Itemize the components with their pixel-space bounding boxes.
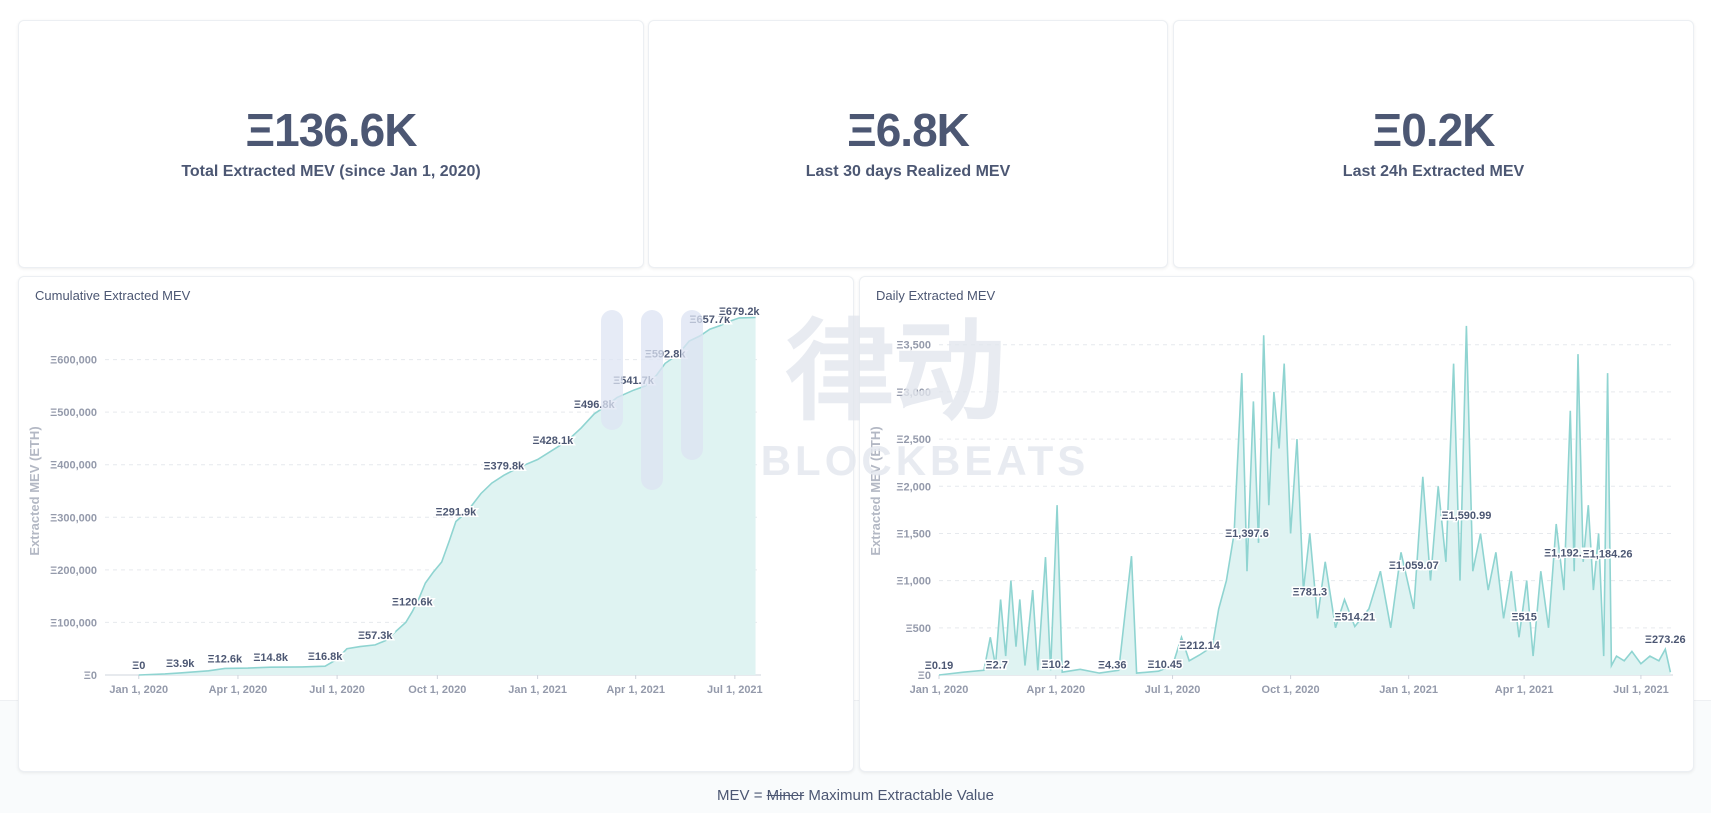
stat-value: Ξ0.2K [1372, 104, 1496, 156]
y-tick-label: Ξ100,000 [50, 617, 97, 629]
y-tick-label: Ξ1,500 [896, 528, 931, 540]
series-line [938, 325, 1672, 676]
stat-label: Last 24h Extracted MEV [1342, 163, 1525, 180]
data-label: Ξ515 [1511, 611, 1536, 623]
x-tick-label: Jul 1, 2020 [1145, 684, 1201, 696]
x-tick-label: Jul 1, 2021 [1613, 684, 1669, 696]
x-tick-label: Apr 1, 2020 [1026, 684, 1085, 696]
data-label: Ξ781.3 [1293, 586, 1328, 598]
data-label: Ξ0 [132, 660, 145, 672]
y-tick-label: Ξ500 [906, 623, 931, 635]
chart-card-cumulative[interactable]: Cumulative Extracted MEV Ξ0 Ξ100,000 Ξ200,… [18, 276, 854, 772]
y-tick-label: Ξ0 [84, 670, 97, 682]
data-label: Ξ212.14 [1179, 640, 1221, 652]
x-tick-label: Apr 1, 2021 [606, 684, 665, 696]
data-label: Ξ3.9k [166, 658, 195, 670]
data-label: Ξ541.7k [613, 375, 655, 387]
series-area [138, 317, 756, 675]
x-tick-label: Apr 1, 2021 [1495, 684, 1554, 696]
data-label: Ξ1,397.6 [1225, 528, 1269, 540]
data-label: Ξ4.36 [1098, 660, 1127, 672]
footer-struck-word: Miner [766, 787, 805, 804]
x-tick-label: Jul 1, 2020 [309, 684, 365, 696]
stat-label: Total Extracted MEV (since Jan 1, 2020) [181, 163, 481, 180]
y-tick-label: Ξ2,500 [896, 434, 931, 446]
data-label: Ξ514.21 [1334, 611, 1375, 623]
y-tick-label: Ξ500,000 [50, 407, 97, 419]
footer-prefix: MEV = [717, 787, 767, 804]
series-line [138, 316, 756, 676]
x-tick-label: Jul 1, 2021 [707, 684, 763, 696]
data-label: Ξ592.8k [645, 348, 687, 360]
data-label: Ξ14.8k [253, 652, 288, 664]
data-label: Ξ0.19 [925, 660, 954, 672]
data-label: Ξ2.7 [986, 660, 1008, 672]
y-tick-label: Ξ2,000 [896, 481, 931, 493]
stat-card-total-mev[interactable]: Ξ136.6K Total Extracted MEV (since Jan 1… [18, 20, 644, 268]
stat-label: Last 30 days Realized MEV [805, 163, 1011, 180]
y-tick-label: Ξ0 [918, 670, 931, 682]
data-label: Ξ273.26 [1645, 634, 1686, 646]
data-label: Ξ12.6k [208, 653, 243, 665]
daily-mev-chart: Ξ0 Ξ500 Ξ1,000 Ξ1,500 Ξ2,000 Ξ2,500 Ξ3,000 Ξ3,5… [868, 325, 1687, 696]
data-label: Ξ57.3k [358, 630, 393, 642]
x-tick-label: Oct 1, 2020 [1262, 684, 1320, 696]
footer-suffix: Maximum Extractable Value [804, 787, 994, 804]
y-axis-label: Extracted MEV (ETH) [868, 426, 883, 555]
x-tick-label: Jan 1, 2021 [508, 684, 567, 696]
x-tick-label: Jan 1, 2020 [109, 684, 168, 696]
x-tick-label: Oct 1, 2020 [408, 684, 466, 696]
chart-title: Cumulative Extracted MEV [35, 288, 191, 303]
y-tick-label: Ξ1,000 [896, 576, 931, 588]
data-label: Ξ16.8k [308, 651, 343, 663]
x-tick-label: Jan 1, 2020 [910, 684, 969, 696]
y-tick-label: Ξ600,000 [50, 355, 97, 367]
data-label: Ξ10.45 [1148, 659, 1183, 671]
data-label: Ξ496.8k [574, 399, 616, 411]
x-tick-label: Apr 1, 2020 [209, 684, 268, 696]
x-tick-label: Jan 1, 2021 [1379, 684, 1438, 696]
data-label: Ξ379.8k [483, 460, 525, 472]
data-label: Ξ291.9k [436, 507, 478, 519]
chart-title: Daily Extracted MEV [876, 288, 996, 303]
data-label: Ξ10.2 [1042, 659, 1071, 671]
data-label: Ξ1,059.07 [1389, 560, 1439, 572]
cumulative-mev-chart: Ξ0 Ξ100,000 Ξ200,000 Ξ300,000 Ξ400,000 Ξ500,0… [27, 305, 763, 697]
stat-card-24h-mev[interactable]: Ξ0.2K Last 24h Extracted MEV [1173, 20, 1694, 268]
chart-card-daily[interactable]: Daily Extracted MEV Ξ0 Ξ500 Ξ1,000 Ξ1,500 Ξ2… [859, 276, 1694, 772]
data-label: Ξ1,184.26 [1583, 548, 1633, 560]
y-axis-label: Extracted MEV (ETH) [27, 426, 42, 555]
stat-value: Ξ6.8K [847, 104, 970, 156]
stat-card-30d-mev[interactable]: Ξ6.8K Last 30 days Realized MEV [648, 20, 1168, 268]
data-label: Ξ1,590.99 [1441, 510, 1491, 522]
y-tick-label: Ξ200,000 [50, 565, 97, 577]
data-label: Ξ1,192.75 [1544, 547, 1594, 559]
data-label: Ξ428.1k [532, 435, 574, 447]
y-tick-label: Ξ3,000 [896, 387, 931, 399]
data-label: Ξ120.6k [392, 597, 434, 609]
data-label: Ξ679.2k [719, 306, 761, 318]
y-tick-label: Ξ300,000 [50, 512, 97, 524]
y-tick-label: Ξ3,500 [896, 340, 931, 352]
y-tick-label: Ξ400,000 [50, 460, 97, 472]
footer-definition: MEV = Miner Maximum Extractable Value [0, 787, 1711, 804]
stat-value: Ξ136.6K [245, 104, 418, 156]
